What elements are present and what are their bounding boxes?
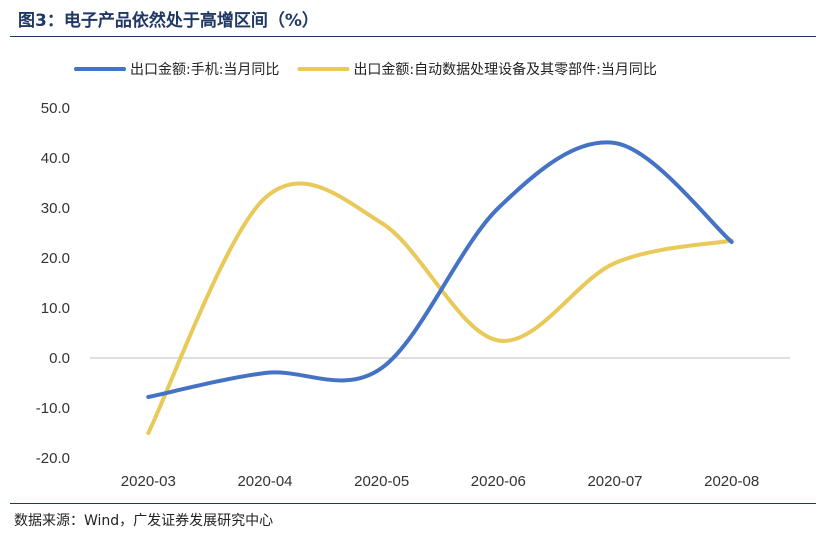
x-tick-label: 2020-05: [354, 473, 409, 490]
y-tick-label: 50.0: [41, 100, 70, 117]
y-tick-label: 30.0: [41, 200, 70, 217]
legend: 出口金额:手机:当月同比 出口金额:自动数据处理设备及其零部件:当月同比: [74, 61, 657, 78]
x-tick-label: 2020-06: [471, 473, 526, 490]
plot-area: [90, 140, 790, 435]
y-tick-label: 20.0: [41, 250, 70, 267]
title-rule: [10, 36, 816, 37]
x-axis: 2020-03 2020-04 2020-05 2020-06 2020-07 2020-…: [121, 473, 759, 490]
x-tick-label: 2020-04: [237, 473, 292, 490]
y-tick-label: 0.0: [49, 350, 70, 367]
y-tick-label: 10.0: [41, 300, 70, 317]
y-tick-label: -10.0: [36, 400, 70, 417]
source-note: 数据来源：Wind，广发证券发展研究中心: [14, 513, 274, 529]
x-tick-label: 2020-03: [121, 473, 176, 490]
series-line-1: [146, 140, 734, 399]
source-rule: [10, 503, 816, 504]
y-tick-label: 40.0: [41, 150, 70, 167]
legend-label-1: 出口金额:手机:当月同比: [130, 62, 279, 78]
x-tick-label: 2020-08: [704, 473, 759, 490]
legend-label-2: 出口金额:自动数据处理设备及其零部件:当月同比: [353, 61, 656, 78]
chart-title: 图3：电子产品依然处于高增区间（%）: [18, 11, 319, 31]
y-tick-label: -20.0: [36, 450, 70, 467]
series-line-2: [146, 181, 734, 435]
line-chart: 出口金额:手机:当月同比 出口金额:自动数据处理设备及其零部件:当月同比 50.0…: [36, 61, 790, 490]
y-axis: 50.0 40.0 30.0 20.0 10.0 0.0 -10.0 -20.0: [36, 100, 70, 467]
x-tick-label: 2020-07: [587, 473, 642, 490]
